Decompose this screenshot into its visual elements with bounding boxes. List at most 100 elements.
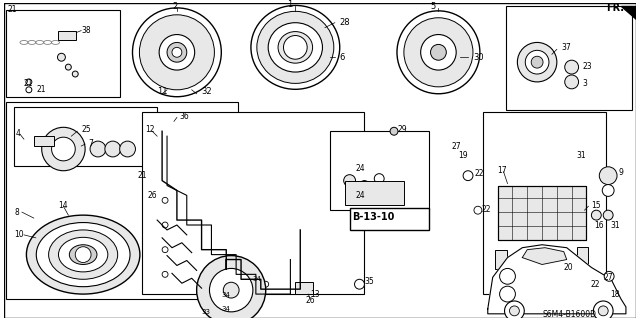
Text: 33: 33: [202, 309, 211, 315]
Text: 5: 5: [431, 3, 436, 11]
Text: 9: 9: [618, 168, 623, 177]
Polygon shape: [488, 245, 626, 314]
Text: 15: 15: [591, 201, 601, 210]
Circle shape: [159, 34, 195, 70]
Text: 26: 26: [305, 295, 315, 305]
Circle shape: [105, 141, 121, 157]
Text: 34: 34: [221, 292, 230, 298]
Text: 21: 21: [24, 79, 33, 88]
Circle shape: [602, 185, 614, 197]
Text: 34: 34: [253, 276, 262, 282]
Circle shape: [463, 171, 473, 181]
Circle shape: [509, 306, 519, 316]
Circle shape: [374, 174, 384, 183]
Circle shape: [172, 47, 182, 57]
Text: 3: 3: [582, 79, 588, 88]
Text: 25: 25: [81, 125, 91, 134]
Text: 18: 18: [610, 290, 620, 299]
Circle shape: [65, 64, 71, 70]
Bar: [6, 102, 238, 299]
Circle shape: [591, 210, 601, 220]
Ellipse shape: [257, 11, 334, 83]
Bar: [345, 181, 404, 205]
Circle shape: [76, 247, 91, 263]
Text: 37: 37: [562, 43, 572, 52]
Ellipse shape: [26, 215, 140, 294]
Text: 22: 22: [475, 169, 484, 178]
Circle shape: [90, 141, 106, 157]
Text: 12: 12: [145, 125, 155, 134]
Text: 2: 2: [172, 3, 177, 11]
Text: 32: 32: [202, 87, 212, 96]
Text: 36: 36: [180, 112, 189, 121]
Circle shape: [344, 175, 356, 187]
Text: 29: 29: [398, 125, 408, 134]
Text: 6: 6: [340, 53, 345, 62]
Circle shape: [58, 53, 65, 61]
Text: 27: 27: [604, 273, 613, 282]
Ellipse shape: [58, 237, 108, 272]
Circle shape: [593, 301, 613, 319]
Bar: [498, 186, 586, 240]
Circle shape: [140, 15, 214, 90]
Text: FR.: FR.: [606, 3, 624, 13]
Text: 35: 35: [364, 277, 374, 286]
Circle shape: [120, 141, 136, 157]
Circle shape: [564, 60, 579, 74]
Circle shape: [284, 35, 307, 59]
Text: 7: 7: [88, 138, 93, 148]
Circle shape: [504, 301, 524, 319]
Text: 10: 10: [14, 230, 24, 239]
Text: 21: 21: [7, 5, 17, 14]
Circle shape: [564, 75, 579, 89]
Text: 4: 4: [16, 129, 21, 138]
Bar: [14, 107, 157, 166]
Circle shape: [598, 306, 608, 316]
Bar: [142, 112, 364, 294]
Bar: [498, 186, 586, 240]
Ellipse shape: [69, 245, 97, 264]
Circle shape: [26, 79, 32, 85]
Circle shape: [431, 44, 446, 60]
Circle shape: [390, 127, 398, 135]
Text: 11: 11: [157, 87, 168, 96]
Ellipse shape: [36, 223, 130, 287]
Ellipse shape: [49, 230, 118, 279]
Text: 31: 31: [577, 152, 586, 160]
Text: 28: 28: [340, 18, 350, 27]
Circle shape: [209, 268, 253, 312]
Circle shape: [228, 281, 234, 287]
Circle shape: [420, 34, 456, 70]
Circle shape: [162, 222, 168, 228]
Text: B-13-10: B-13-10: [353, 212, 395, 222]
Text: 14: 14: [58, 201, 68, 210]
Circle shape: [263, 281, 269, 287]
Polygon shape: [621, 6, 636, 19]
Circle shape: [162, 197, 168, 203]
Circle shape: [42, 127, 85, 171]
Text: 30: 30: [473, 53, 484, 62]
Text: S6M4-B1600D: S6M4-B1600D: [542, 310, 596, 319]
Circle shape: [132, 8, 221, 97]
Text: 16: 16: [595, 220, 604, 229]
Circle shape: [167, 42, 187, 62]
Text: 17: 17: [498, 166, 508, 175]
Ellipse shape: [278, 32, 312, 63]
Bar: [6, 10, 120, 97]
Text: 22: 22: [591, 280, 600, 289]
Bar: [330, 131, 429, 210]
Text: 21: 21: [138, 171, 147, 180]
Circle shape: [531, 56, 543, 68]
Circle shape: [162, 271, 168, 277]
Text: 23: 23: [582, 62, 592, 70]
Circle shape: [500, 286, 515, 302]
Text: 38: 38: [81, 26, 91, 35]
Text: 22: 22: [482, 205, 492, 214]
Text: 21: 21: [36, 85, 46, 94]
Text: 24: 24: [356, 191, 365, 200]
Circle shape: [604, 271, 614, 281]
Bar: [495, 250, 506, 270]
Circle shape: [397, 11, 480, 94]
Ellipse shape: [268, 23, 323, 72]
Bar: [58, 31, 76, 41]
